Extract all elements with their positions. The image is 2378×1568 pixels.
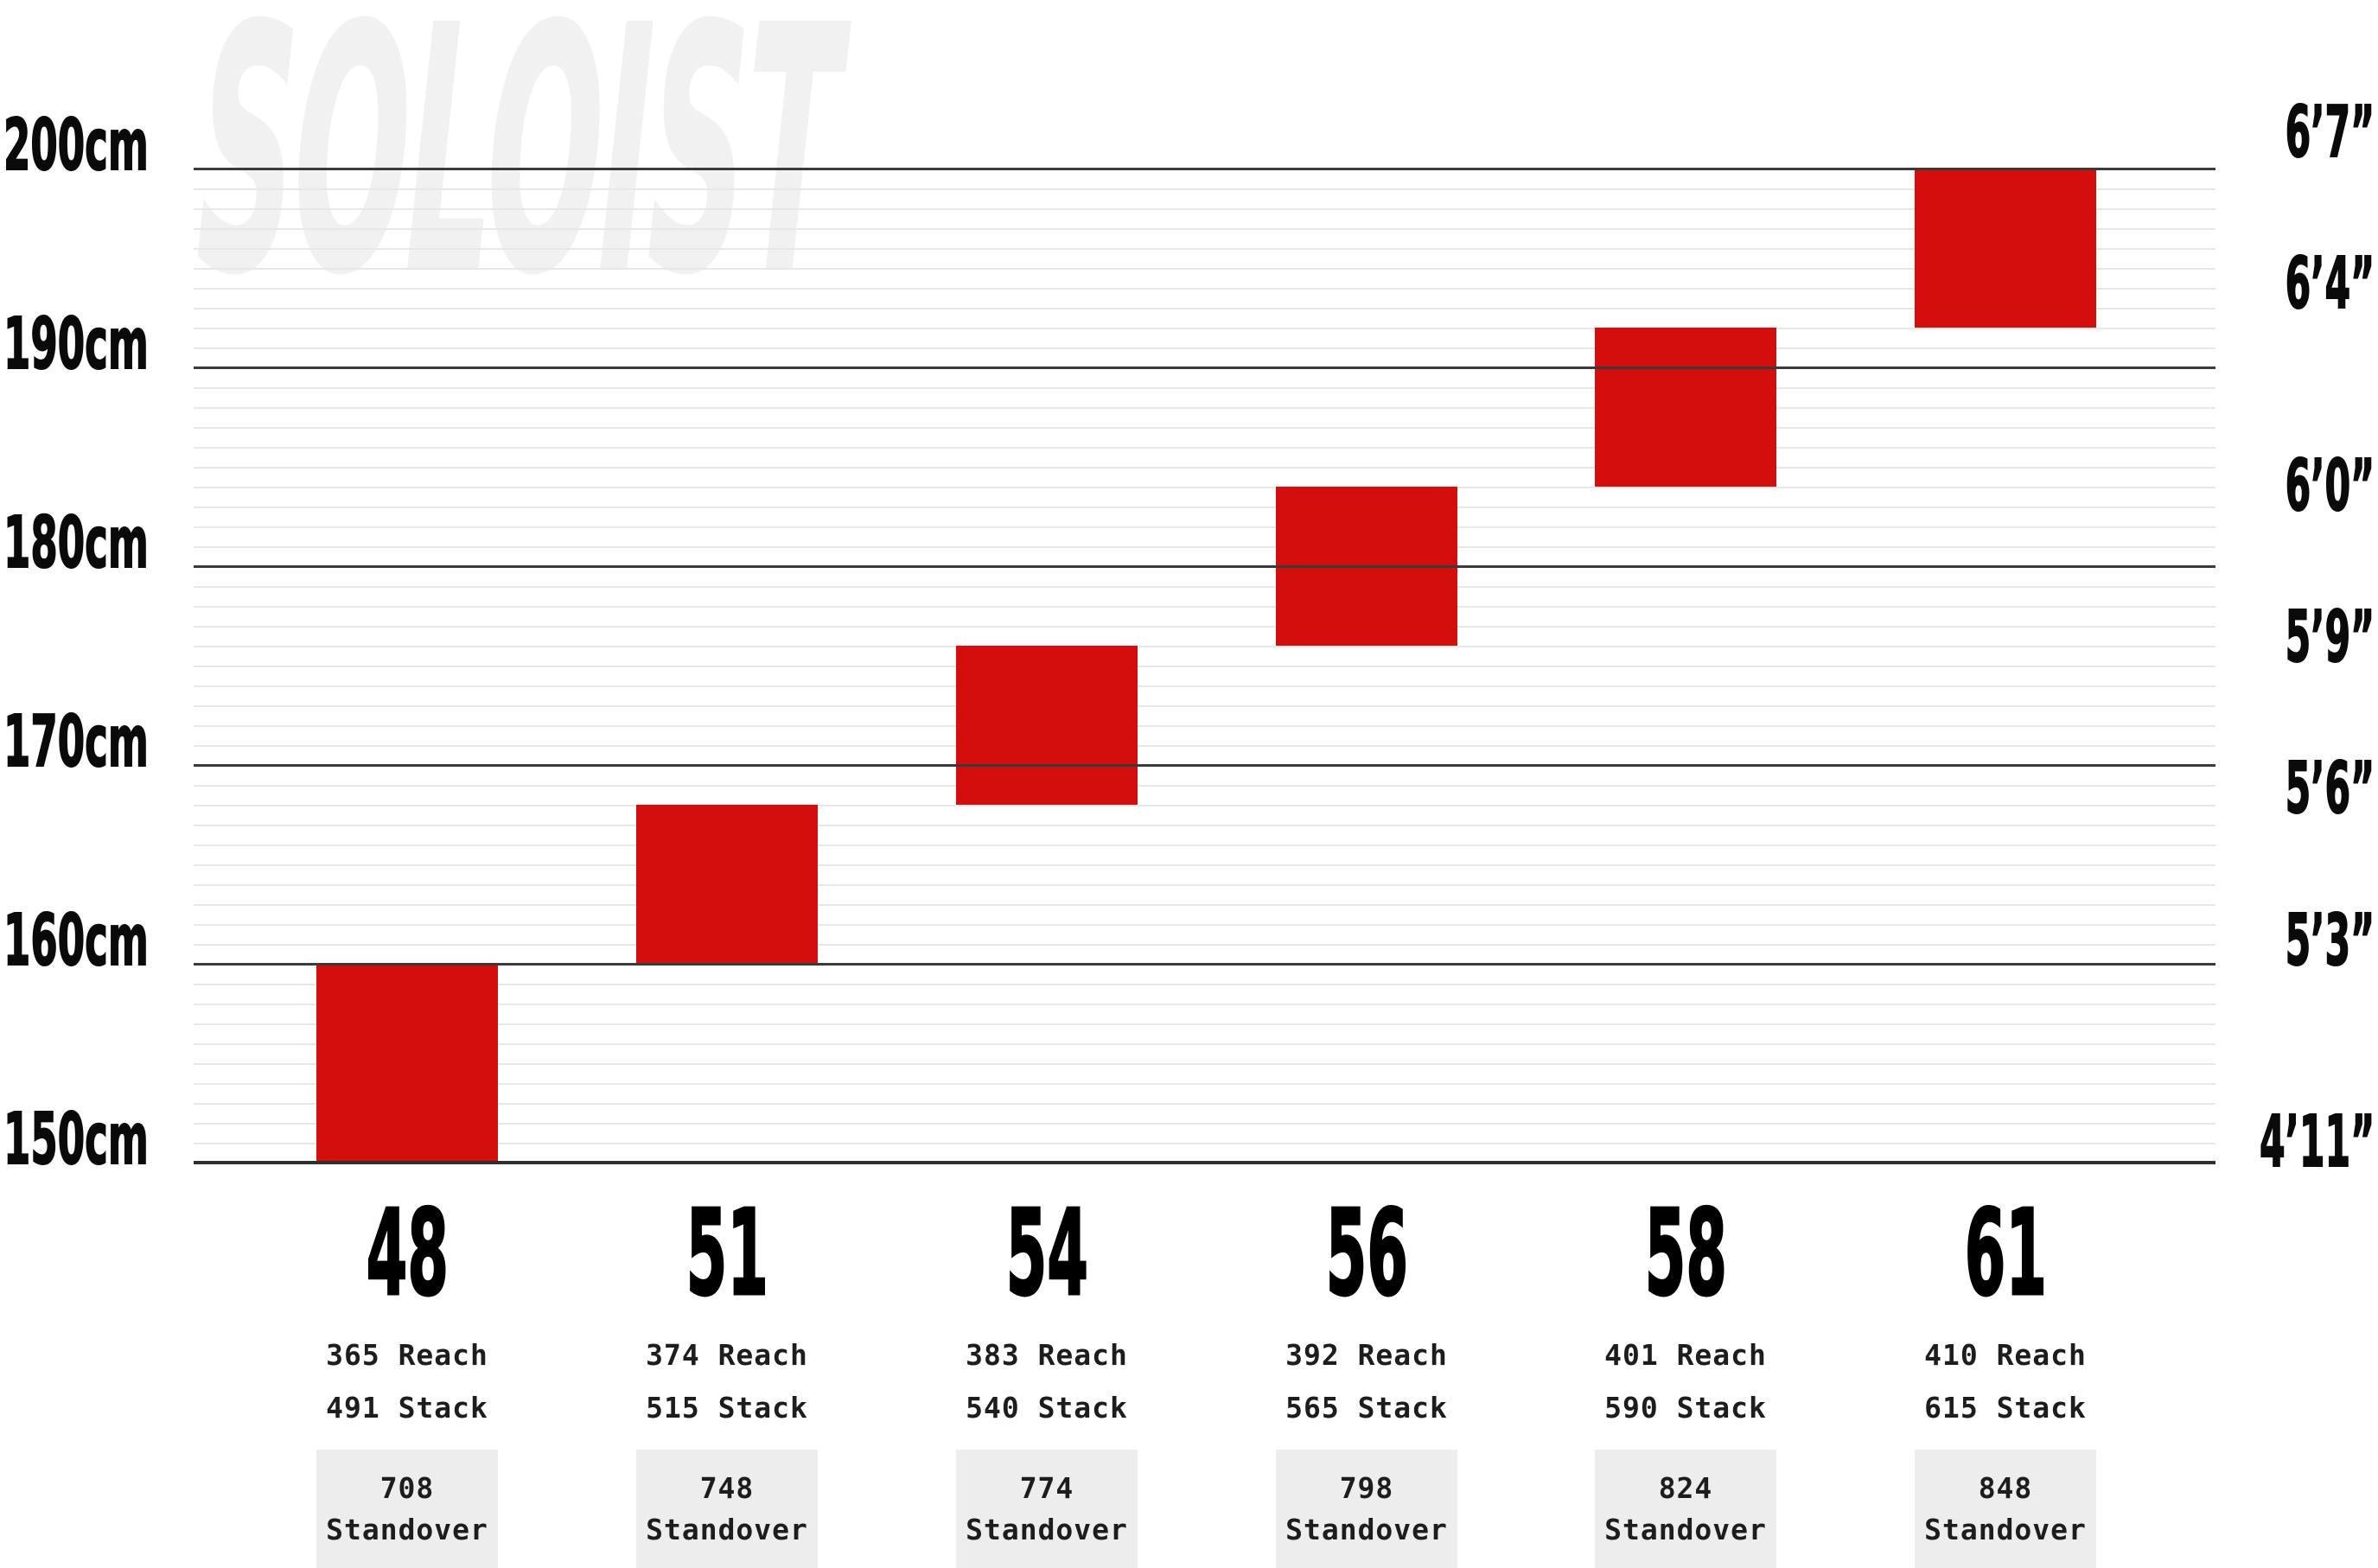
stack-value-54: 540 Stack — [966, 1391, 1128, 1425]
standover-box-54: 774 Standover — [956, 1450, 1138, 1568]
y-axis-label-metric-200: 200cm — [3, 105, 267, 187]
standover-value: 848 — [1978, 1471, 2033, 1505]
y-axis-label-imperial-text: 4’11” — [2259, 1101, 2375, 1184]
standover-box-56: 798 Standover — [1276, 1450, 1457, 1568]
y-axis-label-metric-text: 180cm — [3, 502, 149, 584]
stack-value-51: 515 Stack — [646, 1391, 808, 1425]
y-axis-label-imperial-text: 6’7” — [2285, 91, 2375, 174]
stack-value-61: 615 Stack — [1924, 1391, 2087, 1425]
standover-label: Standover — [326, 1513, 488, 1546]
bar-size-61 — [1915, 169, 2096, 328]
gridline-190cm — [194, 367, 2215, 369]
standover-value: 798 — [1339, 1471, 1394, 1505]
reach-value-51: 374 Reach — [646, 1338, 808, 1372]
standover-box-48: 708 Standover — [316, 1450, 498, 1568]
y-axis-label-imperial-2: 6’0” — [2203, 444, 2375, 527]
frame-size-label-56: 56 — [1254, 1185, 1479, 1323]
y-axis-label-imperial-4: 5’6” — [2203, 748, 2375, 831]
plot-area — [194, 168, 2215, 1164]
gridline-160cm — [194, 963, 2215, 966]
standover-label: Standover — [966, 1513, 1128, 1546]
reach-value-58: 401 Reach — [1604, 1338, 1767, 1372]
y-axis-label-imperial-text: 6’0” — [2285, 444, 2375, 527]
reach-value-61: 410 Reach — [1924, 1338, 2087, 1372]
frame-size-label-48: 48 — [295, 1185, 520, 1323]
standover-value: 708 — [379, 1471, 435, 1505]
reach-value-54: 383 Reach — [966, 1338, 1128, 1372]
bar-size-48 — [316, 964, 498, 1163]
bar-size-58 — [1595, 328, 1776, 487]
gridline-170cm — [194, 764, 2215, 767]
standover-label: Standover — [646, 1513, 808, 1546]
y-axis-label-imperial-text: 5’6” — [2285, 748, 2375, 831]
frame-size-label-text: 56 — [1325, 1185, 1409, 1323]
y-axis-label-metric-160: 160cm — [3, 900, 267, 982]
y-axis-label-imperial-1: 6’4” — [2203, 243, 2375, 326]
y-axis-label-imperial-text: 5’9” — [2285, 596, 2375, 679]
standover-label: Standover — [1285, 1513, 1448, 1546]
frame-size-label-text: 48 — [366, 1185, 449, 1323]
y-axis-label-imperial-text: 6’4” — [2285, 243, 2375, 326]
stack-value-56: 565 Stack — [1285, 1391, 1448, 1425]
y-axis-label-metric-190: 190cm — [3, 303, 267, 386]
gridline-200cm — [194, 168, 2215, 170]
standover-box-51: 748 Standover — [636, 1450, 818, 1568]
standover-box-58: 824 Standover — [1595, 1450, 1776, 1568]
y-axis-label-metric-text: 150cm — [3, 1099, 149, 1181]
frame-size-label-text: 51 — [685, 1185, 769, 1323]
y-axis-label-metric-text: 160cm — [3, 900, 149, 982]
y-axis-label-metric-170: 170cm — [3, 701, 267, 783]
y-axis-label-imperial-5: 5’3” — [2203, 899, 2375, 982]
y-axis-label-metric-text: 200cm — [3, 105, 149, 187]
standover-value: 748 — [699, 1471, 755, 1505]
gridline-180cm — [194, 565, 2215, 568]
y-axis-label-metric-text: 170cm — [3, 701, 149, 783]
standover-value: 824 — [1658, 1471, 1713, 1505]
y-axis-label-imperial-6: 4’11” — [2153, 1101, 2375, 1184]
frame-size-label-text: 61 — [1964, 1185, 2048, 1323]
frame-size-label-51: 51 — [615, 1185, 839, 1323]
y-axis-label-imperial-text: 5’3” — [2285, 899, 2375, 982]
standover-label: Standover — [1604, 1513, 1767, 1546]
frame-size-label-text: 58 — [1644, 1185, 1728, 1323]
standover-value: 774 — [1019, 1471, 1074, 1505]
frame-size-label-61: 61 — [1893, 1185, 2118, 1323]
stack-value-58: 590 Stack — [1604, 1391, 1767, 1425]
frame-size-label-text: 54 — [1005, 1185, 1089, 1323]
y-axis-label-metric-text: 190cm — [3, 303, 149, 386]
y-axis-label-imperial-3: 5’9” — [2203, 596, 2375, 679]
gridline-150cm — [194, 1161, 2215, 1164]
frame-size-label-58: 58 — [1573, 1185, 1798, 1323]
standover-label: Standover — [1924, 1513, 2087, 1546]
bar-size-54 — [956, 646, 1138, 805]
y-axis-label-imperial-0: 6’7” — [2203, 91, 2375, 174]
reach-value-48: 365 Reach — [326, 1338, 488, 1372]
y-axis-label-metric-180: 180cm — [3, 502, 267, 584]
y-axis-label-metric-150: 150cm — [3, 1099, 267, 1181]
standover-box-61: 848 Standover — [1915, 1450, 2096, 1568]
reach-value-56: 392 Reach — [1285, 1338, 1448, 1372]
bar-size-51 — [636, 805, 818, 964]
frame-size-label-54: 54 — [934, 1185, 1159, 1323]
stack-value-48: 491 Stack — [326, 1391, 488, 1425]
